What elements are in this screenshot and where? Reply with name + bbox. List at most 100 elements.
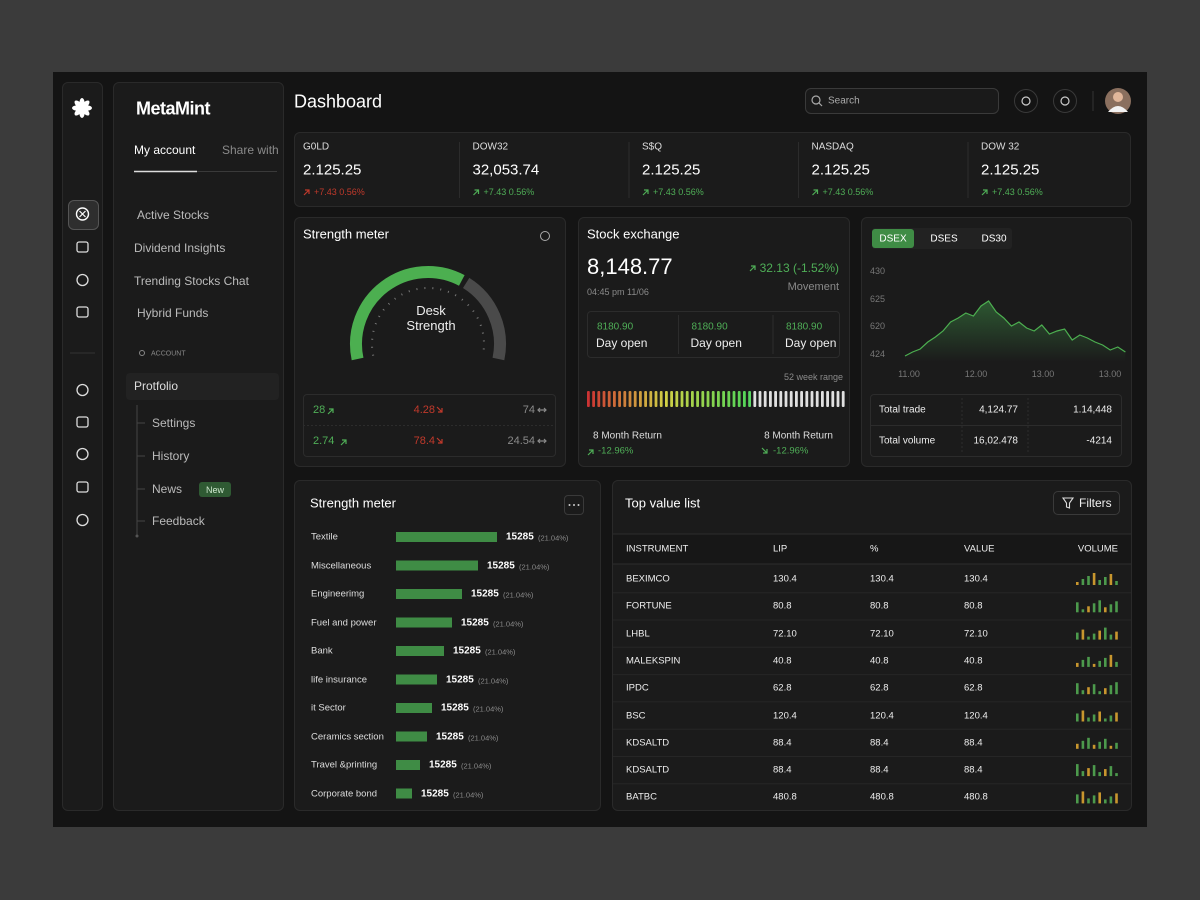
day-open-value: 8180.90 [786, 321, 823, 333]
icon-rail [62, 82, 103, 811]
filter-label[interactable]: Filters [1079, 496, 1112, 510]
active-tab[interactable] [872, 229, 914, 248]
y-label: 620 [870, 321, 886, 331]
stat-value: 74 [522, 404, 535, 416]
ticker-name: DOW32 [472, 141, 509, 153]
day-open-label: Day open [785, 336, 837, 350]
search-box[interactable] [805, 88, 999, 114]
ticker-change: +7.43 0.56% [992, 187, 1043, 197]
header-button[interactable] [1014, 89, 1038, 113]
sector-value: 15285 [441, 702, 469, 714]
sector-name: life insurance [311, 674, 367, 685]
table-cell: 80.8 [870, 600, 889, 612]
return-label: 8 Month Return [764, 430, 833, 442]
stat-value: 2.74 [313, 435, 335, 447]
sector-name: Engineerimg [311, 588, 365, 600]
stat-cell: -4214 [1086, 435, 1112, 447]
sector-share: (21.04%) [478, 676, 509, 685]
table-header-bg [613, 534, 1131, 564]
column-header: % [870, 543, 879, 555]
chart-tab[interactable]: DSES [930, 233, 958, 244]
sector-name: Textile [311, 531, 338, 543]
gauge-label: Desk Strength [406, 303, 456, 333]
submenu-item[interactable]: History [152, 449, 190, 463]
table-cell: BEXIMCO [626, 573, 670, 585]
sector-share: (21.04%) [473, 704, 504, 714]
ticker-price: 32,053.74 [472, 161, 540, 179]
ticker-price: 2.125.25 [981, 161, 1040, 179]
table-cell: 80.8 [773, 600, 792, 612]
card-title: Strength meter [310, 495, 396, 511]
ticker-change: +7.43 0.56% [822, 187, 874, 197]
table-cell: 480.8 [870, 791, 894, 803]
submenu-item[interactable]: Feedback [152, 514, 205, 528]
section-label: ACCOUNT [151, 350, 186, 358]
day-open-value: 8180.90 [691, 321, 728, 333]
sidebar [113, 82, 284, 811]
sector-share: (21.04%) [468, 733, 499, 742]
ticker-change: +7.43 0.56% [653, 187, 704, 197]
change-label: Movement [787, 281, 839, 293]
table-cell: KDSALTD [626, 764, 670, 776]
sector-name: Ceramics section [311, 731, 384, 742]
day-open-value: 8180.90 [597, 321, 634, 333]
stat-cell: Total volume [879, 435, 936, 447]
tab[interactable]: Share with [222, 143, 279, 157]
menu-item[interactable]: Active Stocks [137, 208, 210, 222]
table-cell: IPDC [626, 682, 649, 694]
card-title: Strength meter [303, 226, 389, 242]
y-label: 625 [870, 293, 886, 304]
day-open-label: Day open [596, 336, 648, 350]
sector-value: 15285 [421, 788, 449, 799]
ticker-name: G0LD [303, 141, 330, 153]
sector-value: 15285 [453, 645, 481, 657]
submenu-item[interactable]: News [152, 482, 183, 496]
table-cell: 480.8 [964, 791, 988, 803]
sector-share: (21.04%) [461, 761, 492, 771]
table-cell: 88.4 [964, 764, 983, 776]
table-cell: KDSALTD [626, 737, 670, 749]
table-cell: 88.4 [773, 737, 792, 749]
sector-share: (21.04%) [519, 562, 550, 571]
chart-stats [870, 394, 1122, 457]
ticker-change: +7.43 0.56% [314, 187, 365, 197]
range-label: 52 week range [783, 372, 843, 382]
table-cell: 130.4 [773, 573, 797, 585]
sector-name: it Sector [311, 702, 346, 714]
badge: New [205, 484, 225, 495]
rail-selected[interactable] [68, 200, 99, 230]
ticker-price: 2.125.25 [811, 161, 870, 179]
table-cell: 88.4 [964, 737, 983, 749]
ticker-change: +7.43 0.56% [483, 187, 535, 197]
chart-tab[interactable]: DSEX [879, 233, 907, 244]
return-value: -12.96% [598, 445, 634, 457]
table-cell: 120.4 [964, 710, 988, 721]
table-cell: 130.4 [870, 573, 894, 585]
y-label: 430 [870, 266, 886, 276]
ticker-price: 2.125.25 [642, 161, 701, 179]
x-label: 13.00 [1031, 369, 1055, 379]
stat-cell: Total trade [879, 404, 926, 416]
sector-name: Travel &printing [311, 759, 378, 771]
menu-item[interactable]: Protfolio [134, 379, 179, 393]
table-cell: 88.4 [870, 764, 889, 776]
day-open-box [587, 311, 840, 358]
chart-tab[interactable]: DS30 [981, 233, 1007, 244]
menu-item[interactable]: Trending Stocks Chat [134, 274, 249, 288]
menu-item[interactable]: Hybrid Funds [137, 306, 209, 320]
ticker-name: DOW 32 [981, 141, 1020, 153]
submenu-item[interactable]: Settings [152, 416, 196, 430]
filter-button[interactable] [1053, 491, 1120, 515]
header-button[interactable] [1053, 89, 1077, 113]
card-title: Stock exchange [587, 226, 680, 242]
tab[interactable]: My account [134, 143, 196, 157]
stat-cell: 4,124.77 [979, 404, 1018, 416]
more-button[interactable] [564, 495, 584, 515]
sector-name: Fuel and power [311, 617, 377, 628]
exchange-timestamp: 04:45 pm 11/06 [587, 287, 649, 297]
y-label: 424 [870, 348, 886, 359]
table-cell: 62.8 [964, 682, 983, 694]
menu-item[interactable]: Dividend Insights [134, 241, 226, 255]
table-cell: 62.8 [870, 682, 889, 694]
